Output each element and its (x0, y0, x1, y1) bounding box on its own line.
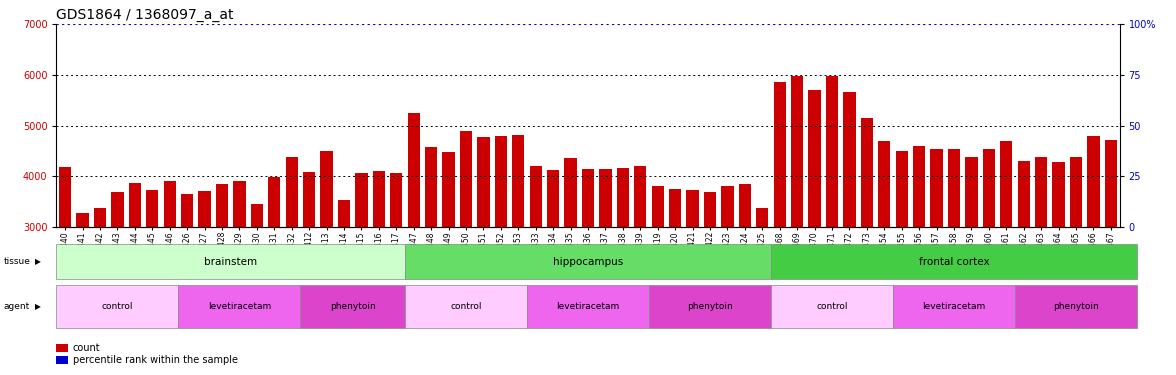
Bar (564, 158, 576, 227)
Bar (373, 171, 385, 227)
Bar (878, 141, 890, 227)
Text: control: control (101, 302, 133, 311)
Text: tissue: tissue (4, 257, 31, 266)
Text: levetiracetam: levetiracetam (922, 302, 985, 311)
Bar (442, 153, 455, 227)
Bar (965, 157, 977, 227)
Bar (600, 169, 612, 227)
Bar (94, 208, 106, 227)
Bar (477, 137, 489, 227)
Bar (59, 167, 72, 227)
Bar (233, 182, 246, 227)
Bar (408, 114, 420, 227)
Bar (286, 157, 298, 227)
Bar (495, 136, 507, 227)
Bar (547, 170, 560, 227)
Text: levetiracetam: levetiracetam (208, 302, 270, 311)
Bar (355, 173, 368, 227)
Bar (390, 173, 402, 227)
Bar (774, 82, 786, 227)
Bar (721, 186, 734, 227)
Bar (1000, 141, 1013, 227)
Bar (250, 204, 263, 227)
Text: count: count (73, 343, 100, 352)
Bar (460, 131, 472, 227)
Bar (808, 90, 821, 227)
Bar (983, 149, 995, 227)
Text: GDS1864 / 1368097_a_at: GDS1864 / 1368097_a_at (56, 8, 234, 22)
Text: hippocampus: hippocampus (553, 256, 623, 267)
Text: ▶: ▶ (35, 257, 41, 266)
Bar (948, 149, 960, 227)
Bar (529, 166, 542, 227)
Text: phenytoin: phenytoin (1053, 302, 1098, 311)
Bar (634, 166, 647, 227)
Bar (930, 149, 943, 227)
Text: control: control (816, 302, 848, 311)
Text: levetiracetam: levetiracetam (556, 302, 620, 311)
Bar (704, 192, 716, 227)
Bar (513, 135, 524, 227)
Bar (163, 182, 176, 227)
Bar (896, 152, 908, 227)
Bar (425, 147, 437, 227)
Bar (582, 169, 594, 227)
Bar (1053, 162, 1064, 227)
Bar (739, 184, 751, 227)
Bar (1088, 136, 1100, 227)
Bar (791, 76, 803, 227)
Bar (129, 183, 141, 227)
Bar (76, 213, 88, 227)
Bar (112, 192, 123, 227)
Bar (268, 177, 280, 227)
Bar (669, 189, 681, 227)
Text: control: control (450, 302, 482, 311)
Bar (181, 194, 193, 227)
Bar (1035, 156, 1047, 227)
Bar (216, 184, 228, 227)
Text: agent: agent (4, 302, 29, 311)
Bar (652, 186, 663, 227)
Bar (826, 76, 838, 227)
Bar (338, 200, 350, 227)
Bar (843, 92, 855, 227)
Bar (913, 146, 926, 227)
Text: phenytoin: phenytoin (329, 302, 375, 311)
Bar (861, 117, 873, 227)
Bar (616, 168, 629, 227)
Bar (1017, 161, 1030, 227)
Bar (321, 151, 333, 227)
Text: brainstem: brainstem (205, 256, 258, 267)
Bar (1070, 157, 1082, 227)
Bar (303, 172, 315, 227)
Bar (199, 191, 211, 227)
Text: ▶: ▶ (35, 302, 41, 311)
Bar (687, 190, 699, 227)
Text: phenytoin: phenytoin (687, 302, 733, 311)
Bar (756, 208, 768, 227)
Text: percentile rank within the sample: percentile rank within the sample (73, 355, 238, 364)
Text: frontal cortex: frontal cortex (918, 256, 989, 267)
Bar (146, 190, 159, 227)
Bar (1104, 140, 1117, 227)
